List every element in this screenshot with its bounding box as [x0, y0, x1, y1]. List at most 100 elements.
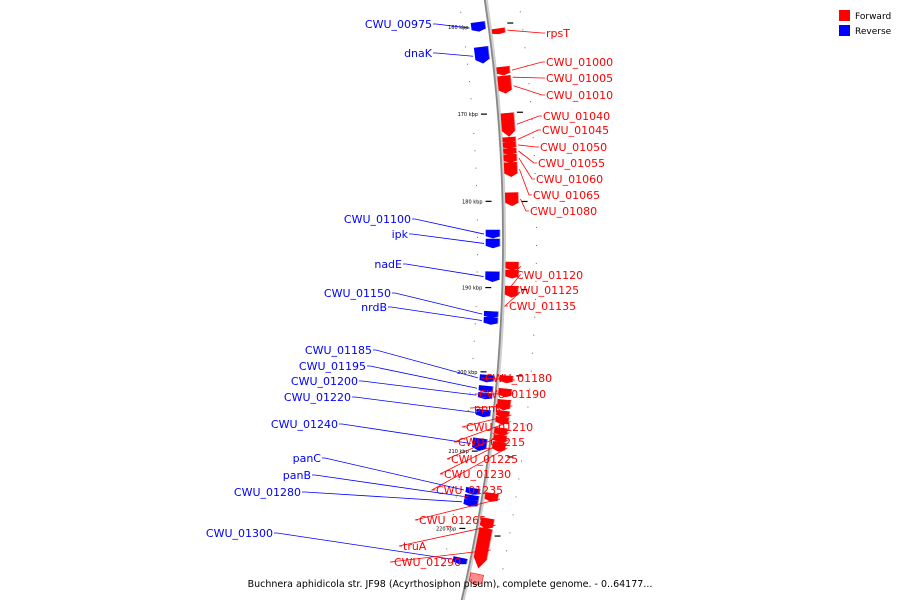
gene-cwu-01040[interactable]	[500, 112, 516, 137]
gene-cwu-01265[interactable]	[484, 492, 500, 502]
gene-label-cwu-01065[interactable]: CWU_01065	[533, 189, 600, 202]
gene-panc[interactable]	[465, 486, 481, 495]
gene-label-cwu-01135[interactable]: CWU_01135	[509, 300, 576, 313]
gene-highlight	[510, 79, 513, 90]
gene-label-cwu-01220[interactable]: CWU_01220	[284, 391, 351, 404]
gene-label-cwu-01195[interactable]: CWU_01195	[299, 360, 366, 373]
gene-label-trua[interactable]: truA	[403, 540, 427, 553]
gene-label-ipk[interactable]: ipk	[392, 228, 409, 241]
gene-cwu-01060[interactable]	[503, 153, 518, 163]
gene-label-cwu-01000[interactable]: CWU_01000	[546, 56, 613, 69]
gene-leader-line	[518, 157, 535, 180]
minor-tick	[527, 406, 529, 408]
gene-ipk[interactable]	[485, 238, 501, 249]
gene-label-cwu-01125[interactable]: CWU_01125	[512, 284, 579, 297]
gene-cwu-01050[interactable]	[502, 141, 517, 149]
gene-nade[interactable]	[485, 271, 500, 283]
minor-tick	[470, 98, 472, 100]
gene-label-cwu-01185[interactable]: CWU_01185	[305, 344, 372, 357]
gene-label-cwu-01215[interactable]: CWU_01215	[458, 436, 525, 449]
gene-label-cwu-01300[interactable]: CWU_01300	[206, 527, 273, 540]
gene-rpst[interactable]	[491, 27, 506, 35]
gene-leader-line	[412, 218, 485, 235]
gene-label-cwu-01265[interactable]: CWU_01265	[419, 514, 486, 527]
gene-label-cwu-01060[interactable]: CWU_01060	[536, 173, 603, 186]
gene-cwu-01300[interactable]	[452, 556, 468, 565]
gene-label-cwu-01010[interactable]: CWU_01010	[546, 89, 613, 102]
gene-cwu-01230[interactable]	[493, 434, 508, 443]
gene-cwu-01280[interactable]	[463, 498, 479, 507]
gene-label-cwu-01120[interactable]: CWU_01120	[516, 269, 583, 282]
gene-cwu-01080[interactable]	[504, 192, 519, 207]
gene-label-cwu-01045[interactable]: CWU_01045	[542, 124, 609, 137]
minor-tick	[529, 388, 531, 390]
minor-tick	[530, 101, 532, 103]
gene-label-cwu-01040[interactable]: CWU_01040	[543, 110, 610, 123]
gene-label-cwu-01055[interactable]: CWU_01055	[538, 157, 605, 170]
gene-label-cwu-01225[interactable]: CWU_01225	[451, 453, 518, 466]
gene-label-dnak[interactable]: dnaK	[404, 47, 433, 60]
gene-label-cwu-01290[interactable]: CWU_01290	[394, 556, 461, 569]
minor-tick	[452, 513, 454, 515]
gene-leader-line	[367, 365, 478, 389]
gene-label-nade[interactable]: nadE	[374, 258, 402, 271]
gene-label-cwu-01230[interactable]: CWU_01230	[444, 468, 511, 481]
gene-label-cwu-00975[interactable]: CWU_00975	[365, 18, 432, 31]
minor-tick	[473, 340, 475, 342]
backbone-shadow	[461, 0, 506, 600]
minor-tick	[446, 548, 448, 550]
gene-label-ppnk[interactable]: ppnK	[474, 402, 503, 415]
gene-cwu-01010[interactable]	[497, 79, 513, 94]
gene-leader-line	[511, 266, 522, 276]
tick-label: 170 kbp	[458, 112, 478, 118]
gene-cwu-01055[interactable]	[503, 147, 517, 155]
gene-cwu-01220[interactable]	[475, 408, 492, 418]
gene-unlabeled-feature[interactable]	[468, 572, 484, 586]
gene-label-panc[interactable]: panC	[293, 452, 322, 465]
minor-tick	[476, 219, 478, 221]
gene-label-panb[interactable]: panB	[283, 469, 311, 482]
gene-cwu-01195[interactable]	[478, 385, 494, 393]
gene-leader-line	[520, 198, 529, 212]
minor-tick	[476, 288, 478, 290]
gene-label-cwu-01240[interactable]: CWU_01240	[271, 418, 338, 431]
gene-label-cwu-01280[interactable]: CWU_01280	[234, 486, 301, 499]
gene-cwu-01180[interactable]	[499, 374, 514, 384]
gene-cwu-01045[interactable]	[502, 136, 517, 143]
minor-tick	[528, 83, 530, 85]
minor-tick	[475, 167, 477, 169]
gene-label-rpst[interactable]: rpsT	[546, 27, 570, 40]
gene-cwu-01120[interactable]	[505, 261, 520, 271]
gene-label-cwu-01180[interactable]: CWU_01180	[485, 372, 552, 385]
minor-tick	[535, 262, 537, 264]
gene-label-cwu-01210[interactable]: CWU_01210	[466, 421, 533, 434]
gene-cwu-01065[interactable]	[503, 161, 518, 177]
gene-dnak[interactable]	[473, 46, 490, 64]
gene-cwu-00975[interactable]	[470, 21, 487, 32]
gene-label-cwu-01080[interactable]: CWU_01080	[530, 205, 597, 218]
gene-highlight	[492, 519, 495, 528]
gene-leader-line	[480, 377, 515, 381]
gene-panb[interactable]	[464, 493, 480, 501]
gene-highlight	[477, 496, 480, 501]
gene-highlight	[486, 529, 494, 560]
gene-nrdb[interactable]	[483, 316, 499, 325]
gene-cwu-01240[interactable]	[472, 437, 488, 451]
minor-tick	[455, 496, 457, 498]
gene-cwu-01100[interactable]	[485, 229, 501, 239]
gene-cwu-01190[interactable]	[498, 387, 513, 398]
minor-tick	[535, 244, 537, 246]
gene-cwu-01000[interactable]	[496, 65, 511, 76]
gene-label-cwu-01005[interactable]: CWU_01005	[546, 72, 613, 85]
gene-label-cwu-01190[interactable]: CWU_01190	[479, 388, 546, 401]
gene-label-cwu-01200[interactable]: CWU_01200	[291, 375, 358, 388]
gene-label-cwu-01050[interactable]: CWU_01050	[540, 141, 607, 154]
gene-label-nrdb[interactable]: nrdB	[361, 301, 387, 314]
gene-cwu-01150[interactable]	[483, 310, 499, 318]
minor-tick	[535, 226, 537, 228]
gene-label-cwu-01150[interactable]: CWU_01150	[324, 287, 391, 300]
tick-label: 190 kbp	[462, 286, 482, 292]
gene-label-cwu-01100[interactable]: CWU_01100	[344, 213, 411, 226]
gene-ppnk[interactable]	[496, 398, 512, 411]
gene-leader-line	[392, 292, 483, 315]
